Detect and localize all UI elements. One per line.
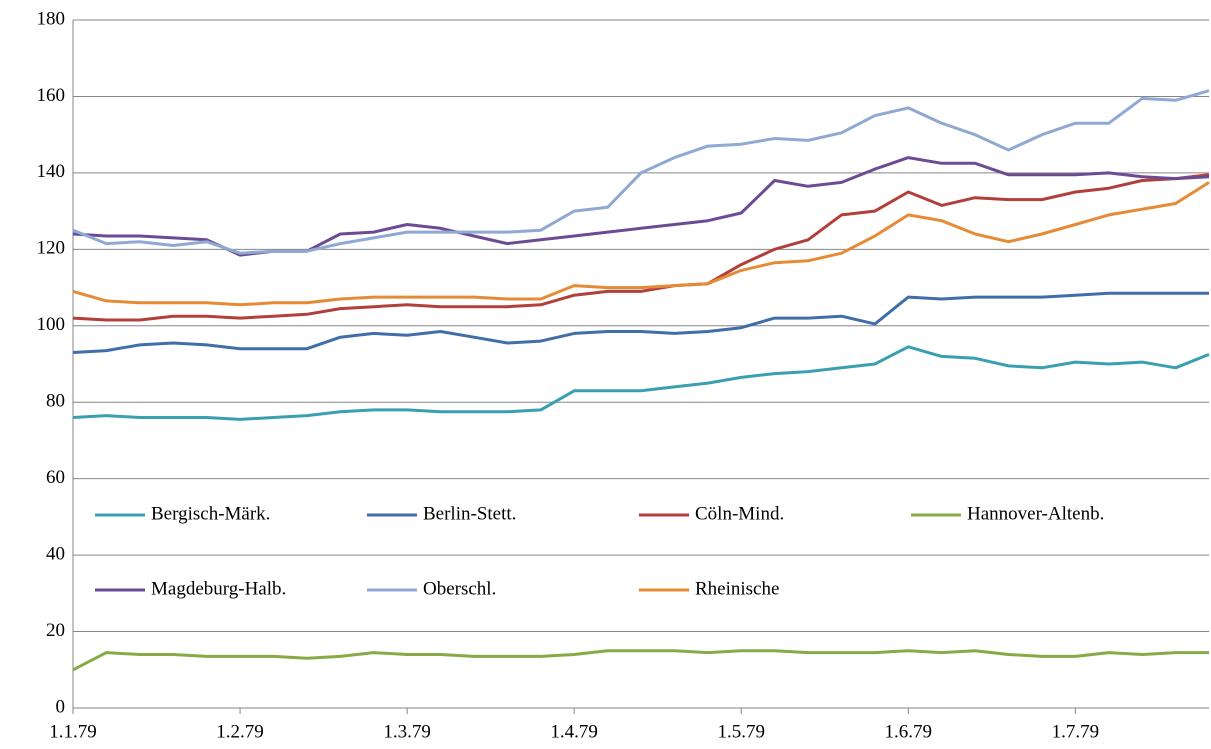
y-tick-label: 80 — [46, 391, 65, 412]
legend-label: Rheinische — [695, 578, 779, 599]
legend-label: Bergisch-Märk. — [151, 503, 270, 524]
series-line — [72, 173, 1210, 322]
y-tick-label: 160 — [37, 85, 66, 106]
y-tick-label: 0 — [56, 696, 66, 717]
legend-label: Hannover-Altenb. — [967, 503, 1104, 524]
series-line — [72, 345, 1210, 421]
y-tick-label: 60 — [46, 467, 65, 488]
y-tick-label: 40 — [46, 543, 65, 564]
x-tick-label: 1.7.79 — [1052, 721, 1100, 742]
legend-label: Cöln-Mind. — [695, 503, 784, 524]
x-tick-label: 1.1.79 — [49, 721, 97, 742]
y-tick-label: 180 — [37, 8, 66, 29]
legend-label: Berlin-Stett. — [423, 503, 516, 524]
y-tick-label: 20 — [46, 620, 65, 641]
x-tick-label: 1.3.79 — [383, 721, 431, 742]
y-tick-label: 140 — [37, 161, 66, 182]
series-line — [72, 89, 1210, 255]
x-tick-label: 1.4.79 — [550, 721, 598, 742]
series-line — [72, 291, 1209, 354]
series-line — [72, 649, 1209, 672]
legend-label: Magdeburg-Halb. — [151, 578, 286, 599]
x-tick-label: 1.2.79 — [216, 721, 264, 742]
series-line — [72, 181, 1210, 307]
legend-label: Oberschl. — [423, 578, 496, 599]
x-tick-label: 1.6.79 — [885, 721, 933, 742]
y-tick-label: 120 — [37, 238, 66, 259]
y-tick-label: 100 — [37, 314, 66, 335]
x-tick-label: 1.5.79 — [717, 721, 765, 742]
